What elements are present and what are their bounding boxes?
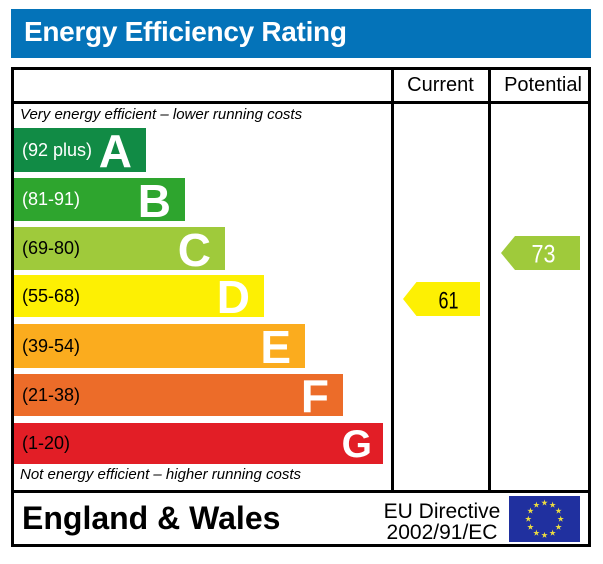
svg-text:73: 73 (532, 241, 556, 269)
svg-text:61: 61 (439, 288, 459, 315)
